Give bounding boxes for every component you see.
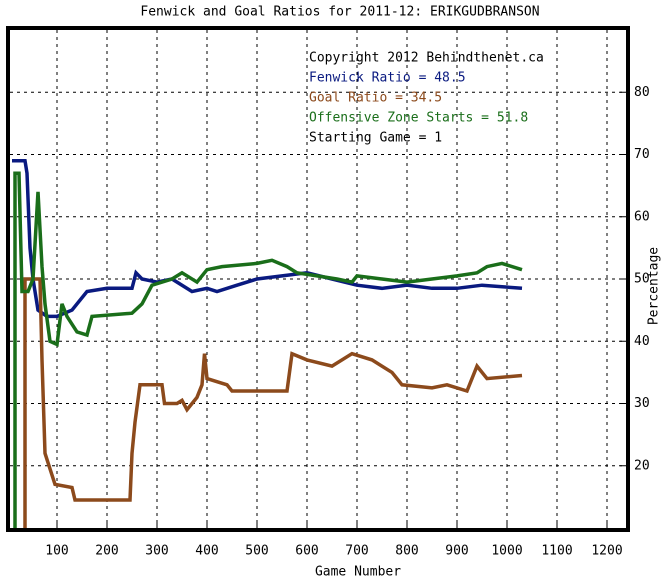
y-tick-label: 70 [634, 147, 650, 162]
y-tick-label: 80 [634, 85, 650, 100]
chart-title: Fenwick and Goal Ratios for 2011-12: ERI… [140, 5, 539, 20]
annotation: Offensive Zone Starts = 51.8 [309, 111, 528, 126]
x-tick-label: 400 [195, 544, 218, 559]
annotation: Starting Game = 1 [309, 131, 442, 146]
annotation: Copyright 2012 Behindthenet.ca [309, 51, 544, 66]
x-tick-label: 1000 [491, 544, 522, 559]
x-tick-label: 500 [245, 544, 268, 559]
y-tick-label: 20 [634, 458, 650, 473]
x-tick-label: 300 [145, 544, 168, 559]
x-tick-label: 600 [295, 544, 318, 559]
series-line [12, 158, 523, 319]
plot-frame [6, 26, 630, 532]
annotation: Fenwick Ratio = 48.5 [309, 71, 466, 86]
series-line [13, 171, 523, 528]
y-tick-label: 30 [634, 396, 650, 411]
x-tick-label: 1100 [541, 544, 572, 559]
y-tick-label: 50 [634, 272, 650, 287]
x-axis-label: Game Number [315, 565, 401, 580]
x-tick-label: 800 [395, 544, 418, 559]
annotation: Goal Ratio = 34.5 [309, 91, 442, 106]
x-tick-label: 900 [445, 544, 468, 559]
series-line [23, 277, 523, 528]
y-tick-label: 60 [634, 209, 650, 224]
x-tick-label: 1200 [591, 544, 622, 559]
x-tick-label: 100 [45, 544, 68, 559]
y-tick-label: 40 [634, 334, 650, 349]
x-tick-label: 700 [345, 544, 368, 559]
x-tick-label: 200 [95, 544, 118, 559]
y-axis-label: Percentage [647, 247, 662, 325]
